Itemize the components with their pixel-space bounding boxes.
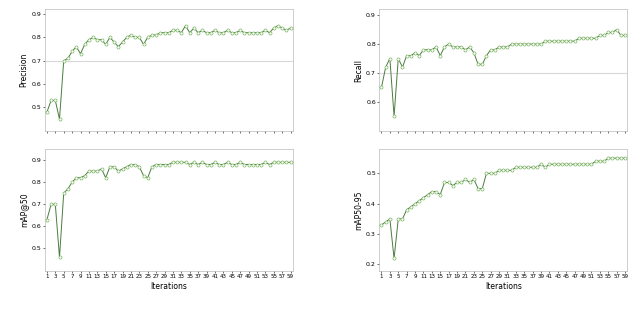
X-axis label: Iterations: Iterations xyxy=(485,282,522,291)
X-axis label: Iterations: Iterations xyxy=(150,282,187,291)
Y-axis label: Recall: Recall xyxy=(355,58,364,81)
Y-axis label: mAP@50: mAP@50 xyxy=(20,193,29,227)
Y-axis label: mAP50-95: mAP50-95 xyxy=(355,190,364,230)
Y-axis label: Precision: Precision xyxy=(20,53,29,87)
